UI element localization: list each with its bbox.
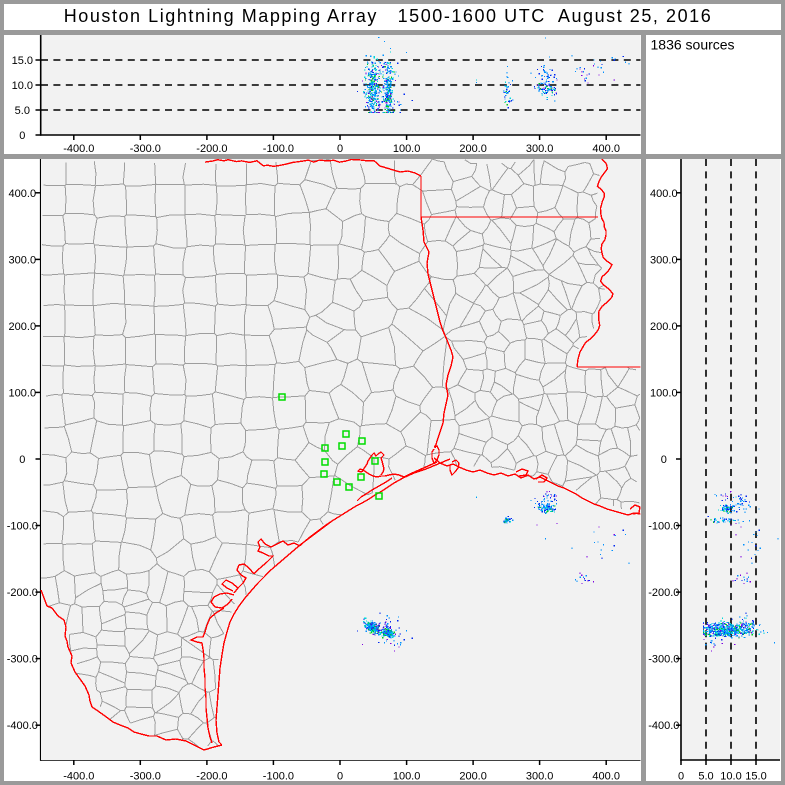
- svg-text:-400.0: -400.0: [7, 720, 38, 732]
- svg-text:300.0: 300.0: [650, 254, 678, 266]
- svg-text:0: 0: [660, 454, 666, 466]
- svg-text:-400.0: -400.0: [63, 771, 94, 783]
- svg-text:-100.0: -100.0: [263, 143, 294, 155]
- svg-text:-200.0: -200.0: [7, 587, 38, 599]
- svg-text:5.0: 5.0: [15, 105, 30, 117]
- svg-text:100.0: 100.0: [650, 387, 678, 399]
- svg-text:200.0: 200.0: [459, 143, 487, 155]
- svg-text:-300.0: -300.0: [648, 654, 679, 666]
- svg-text:400.0: 400.0: [592, 771, 620, 783]
- svg-text:0: 0: [677, 771, 683, 783]
- svg-text:10.0: 10.0: [12, 80, 33, 92]
- svg-text:0: 0: [337, 771, 343, 783]
- svg-text:-100.0: -100.0: [263, 771, 294, 783]
- svg-text:-300.0: -300.0: [130, 143, 161, 155]
- svg-text:0: 0: [19, 130, 25, 142]
- svg-text:-300.0: -300.0: [130, 771, 161, 783]
- svg-text:-200.0: -200.0: [196, 771, 227, 783]
- svg-text:-300.0: -300.0: [7, 654, 38, 666]
- svg-text:-200.0: -200.0: [648, 587, 679, 599]
- svg-text:15.0: 15.0: [12, 55, 33, 67]
- svg-text:200.0: 200.0: [459, 771, 487, 783]
- svg-text:Houston Lightning Mapping Arra: Houston Lightning Mapping Array 1500-160…: [64, 6, 713, 26]
- svg-text:400.0: 400.0: [9, 188, 37, 200]
- svg-text:1836 sources: 1836 sources: [650, 37, 734, 53]
- svg-text:-200.0: -200.0: [196, 143, 227, 155]
- svg-text:0: 0: [337, 143, 343, 155]
- svg-text:400.0: 400.0: [592, 143, 620, 155]
- svg-text:300.0: 300.0: [9, 254, 37, 266]
- svg-text:300.0: 300.0: [526, 143, 554, 155]
- svg-text:-400.0: -400.0: [648, 720, 679, 732]
- svg-text:15.0: 15.0: [745, 771, 766, 783]
- svg-text:0: 0: [19, 454, 25, 466]
- svg-text:100.0: 100.0: [393, 143, 421, 155]
- svg-text:-100.0: -100.0: [648, 521, 679, 533]
- svg-text:200.0: 200.0: [650, 321, 678, 333]
- svg-text:-400.0: -400.0: [63, 143, 94, 155]
- svg-text:10.0: 10.0: [720, 771, 741, 783]
- svg-text:200.0: 200.0: [9, 321, 37, 333]
- svg-text:400.0: 400.0: [650, 188, 678, 200]
- svg-text:5.0: 5.0: [698, 771, 713, 783]
- svg-text:100.0: 100.0: [9, 387, 37, 399]
- svg-text:300.0: 300.0: [526, 771, 554, 783]
- svg-text:-100.0: -100.0: [7, 521, 38, 533]
- svg-text:100.0: 100.0: [393, 771, 421, 783]
